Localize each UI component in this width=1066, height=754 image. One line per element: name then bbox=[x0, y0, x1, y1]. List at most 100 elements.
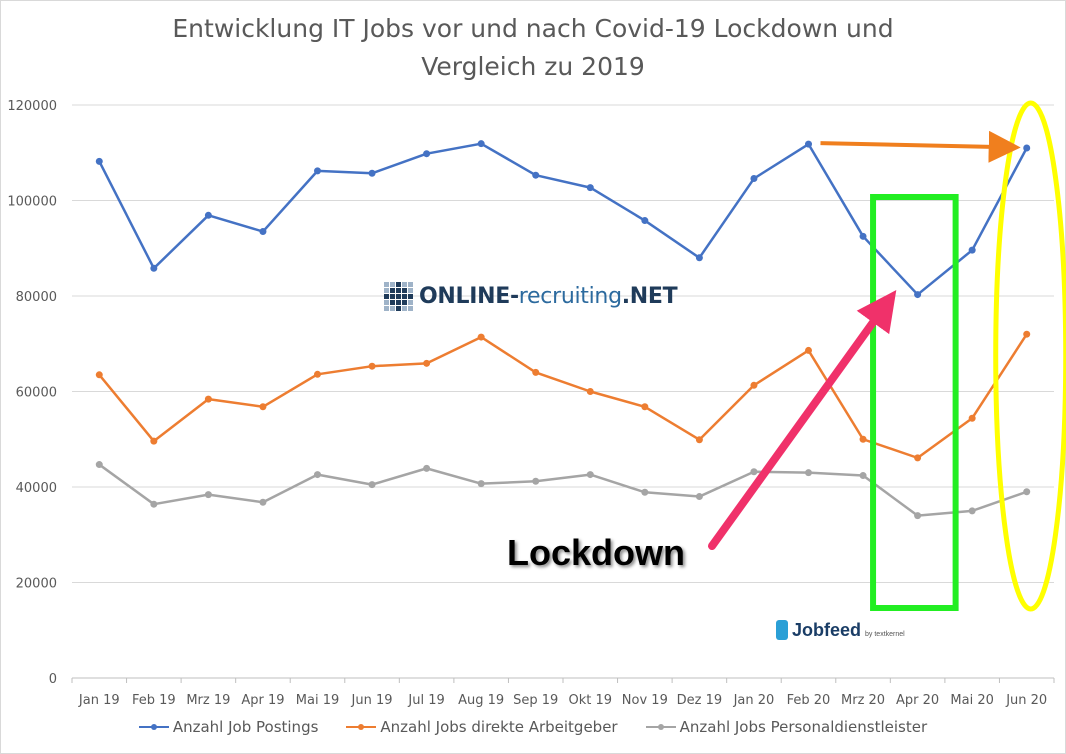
series-line bbox=[98, 463, 1028, 517]
data-point bbox=[423, 150, 431, 158]
data-point bbox=[368, 481, 376, 489]
series-group bbox=[95, 140, 1031, 299]
x-tick-label: Okt 19 bbox=[569, 693, 613, 708]
data-point bbox=[423, 359, 431, 367]
chart-title-line-2: Vergleich zu 2019 bbox=[421, 52, 645, 81]
series-line bbox=[98, 142, 1028, 296]
data-point bbox=[805, 140, 812, 148]
x-tick-label: Jul 19 bbox=[407, 693, 444, 708]
x-tick-label: Mrz 20 bbox=[841, 693, 885, 708]
x-tick-label: Sep 19 bbox=[513, 693, 558, 708]
x-tick-label: Dez 19 bbox=[677, 693, 723, 708]
chart-title-line-1: Entwicklung IT Jobs vor und nach Covid-1… bbox=[172, 14, 894, 43]
data-point bbox=[95, 461, 103, 469]
data-point bbox=[1023, 488, 1031, 496]
data-point bbox=[968, 246, 976, 254]
data-point bbox=[314, 471, 321, 479]
data-point bbox=[532, 477, 540, 485]
data-point bbox=[95, 157, 103, 165]
data-point bbox=[968, 507, 976, 515]
data-point bbox=[914, 454, 922, 462]
x-tick-label: Mai 20 bbox=[950, 693, 993, 708]
data-point bbox=[1023, 144, 1031, 152]
data-point bbox=[477, 140, 485, 148]
legend-item-job-postings: Anzahl Job Postings bbox=[138, 718, 318, 736]
x-tick-label: Mai 19 bbox=[296, 693, 339, 708]
series-group bbox=[95, 330, 1031, 462]
series-line bbox=[98, 332, 1028, 460]
data-point bbox=[695, 493, 703, 501]
chart-legend: Anzahl Job Postings Anzahl Jobs direkte … bbox=[0, 718, 1066, 736]
data-point bbox=[750, 468, 758, 476]
data-point bbox=[914, 512, 922, 520]
data-point bbox=[314, 167, 321, 175]
data-point bbox=[859, 472, 867, 480]
legend-swatch-personaldienstleister bbox=[645, 721, 676, 733]
x-tick-label: Jan 20 bbox=[733, 693, 775, 708]
data-point bbox=[150, 264, 158, 272]
data-point bbox=[586, 184, 594, 192]
x-tick-label: Jun 19 bbox=[351, 693, 393, 708]
data-point bbox=[532, 368, 540, 376]
x-tick-label: Mrz 19 bbox=[186, 693, 230, 708]
data-point bbox=[750, 175, 758, 183]
data-point bbox=[805, 469, 812, 477]
x-tick-label: Feb 20 bbox=[787, 693, 831, 708]
data-point bbox=[586, 471, 594, 479]
legend-label: Anzahl Jobs Personaldienstleister bbox=[679, 718, 928, 736]
x-tick-label: Jun 20 bbox=[1005, 693, 1047, 708]
data-point bbox=[259, 498, 267, 506]
data-point bbox=[641, 217, 649, 225]
data-point bbox=[95, 371, 103, 379]
data-point bbox=[150, 437, 158, 445]
data-point bbox=[477, 333, 485, 341]
lockdown-highlight-box bbox=[870, 194, 959, 611]
data-point bbox=[641, 488, 649, 496]
x-tick-label: Apr 19 bbox=[241, 693, 284, 708]
data-point bbox=[204, 211, 212, 219]
data-point bbox=[259, 403, 267, 411]
data-point bbox=[750, 381, 758, 389]
legend-swatch-direkte-arbeitgeber bbox=[346, 721, 377, 733]
chart-title: Entwicklung IT Jobs vor und nach Covid-1… bbox=[0, 10, 1066, 86]
x-tick-label: Apr 20 bbox=[896, 693, 939, 708]
data-point bbox=[695, 436, 703, 444]
series-group bbox=[95, 461, 1031, 520]
x-tick-label: Feb 19 bbox=[132, 693, 176, 708]
data-point bbox=[914, 291, 922, 299]
y-tick-label: 120000 bbox=[7, 99, 57, 114]
data-point bbox=[859, 435, 867, 443]
data-point bbox=[968, 414, 976, 422]
data-point bbox=[259, 228, 267, 236]
jobfeed-name: Jobfeed bbox=[792, 619, 862, 640]
data-point bbox=[204, 395, 212, 403]
data-point bbox=[368, 169, 376, 177]
data-point bbox=[1023, 330, 1031, 338]
data-point bbox=[204, 491, 212, 499]
data-point bbox=[859, 232, 867, 240]
y-tick-label: 40000 bbox=[16, 481, 57, 496]
legend-swatch-job-postings bbox=[138, 721, 169, 733]
y-tick-label: 20000 bbox=[16, 577, 57, 592]
y-tick-label: 0 bbox=[49, 672, 57, 687]
jobfeed-sub: by textkernel bbox=[865, 630, 905, 638]
jobfeed-icon bbox=[776, 620, 788, 640]
legend-item-personaldienstleister: Anzahl Jobs Personaldienstleister bbox=[645, 718, 928, 736]
data-point bbox=[150, 500, 158, 508]
y-tick-label: 100000 bbox=[7, 195, 57, 210]
x-tick-label: Aug 19 bbox=[458, 693, 504, 708]
x-tick-label: Nov 19 bbox=[622, 693, 668, 708]
y-tick-label: 60000 bbox=[16, 386, 57, 401]
x-tick-label: Jan 19 bbox=[78, 693, 120, 708]
data-point bbox=[423, 464, 431, 472]
legend-label: Anzahl Jobs direkte Arbeitgeber bbox=[380, 718, 618, 736]
data-point bbox=[695, 254, 703, 262]
data-point bbox=[641, 403, 649, 411]
pink-arrow bbox=[708, 290, 897, 550]
orange-arrow bbox=[820, 130, 1021, 163]
data-point bbox=[477, 480, 485, 488]
logo-wordmark: ONLINE-recruiting.NET bbox=[419, 284, 678, 309]
data-point bbox=[586, 388, 594, 395]
lockdown-annotation-label: Lockdown bbox=[507, 532, 685, 573]
